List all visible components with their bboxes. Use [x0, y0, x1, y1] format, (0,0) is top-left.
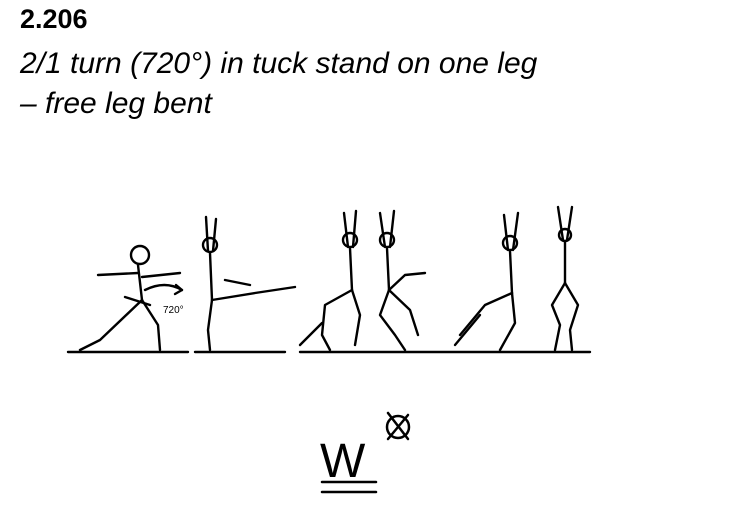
- crossed-circle-icon: [385, 411, 411, 441]
- element-code: 2.206: [20, 4, 88, 34]
- element-title-line-1: 2/1 turn (720°) in tuck stand on one leg: [20, 47, 538, 80]
- gymnast-figure-2: [201, 215, 297, 352]
- movement-sequence-illustration: 720°: [66, 205, 592, 354]
- gymnast-figure-6: [550, 205, 580, 352]
- element-symbol: W: [320, 411, 411, 494]
- element-title-line-2: – free leg bent: [20, 87, 212, 120]
- element-title: 2/1 turn (720°) in tuck stand on one leg…: [20, 44, 720, 124]
- w-symbol-glyph: W: [320, 435, 366, 488]
- gymnast-figure-5: [453, 211, 520, 352]
- gymnast-figure-4: [378, 209, 427, 352]
- gymnast-figure-3: [298, 209, 362, 352]
- turn-arrow-icon: [143, 283, 184, 296]
- gymnast-figure-1: [78, 244, 182, 352]
- turn-degree-label: 720°: [163, 305, 184, 316]
